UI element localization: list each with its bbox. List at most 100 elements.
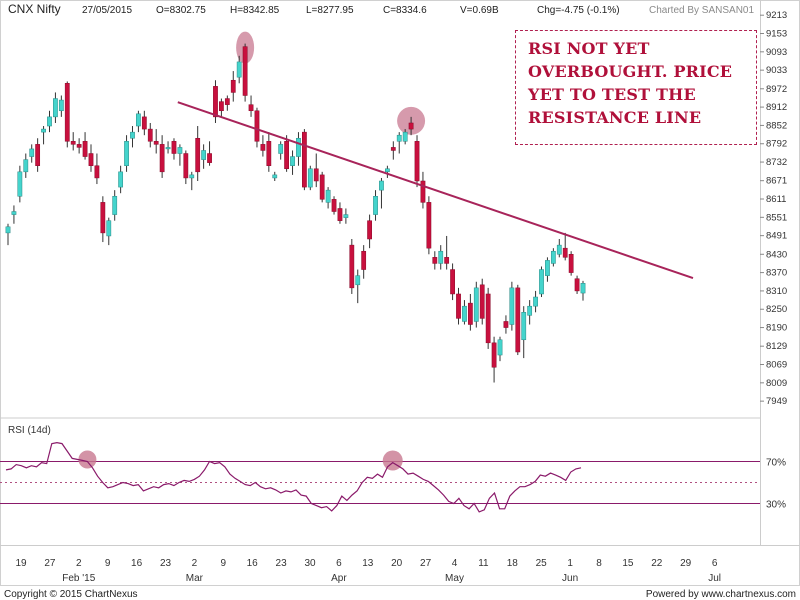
candle-down bbox=[64, 83, 70, 142]
x-tick-label: 23 bbox=[160, 558, 172, 569]
candle-down bbox=[313, 168, 319, 182]
header-high: H=8342.85 bbox=[230, 5, 280, 16]
candle-up bbox=[177, 147, 183, 154]
candle-down bbox=[390, 147, 396, 151]
x-tick-label: 6 bbox=[712, 558, 718, 569]
x-tick-label: 25 bbox=[536, 558, 548, 569]
header-close: C=8334.6 bbox=[383, 5, 427, 16]
candle-down bbox=[450, 269, 455, 295]
candle-up bbox=[556, 244, 562, 255]
y-tick-label: 8611 bbox=[766, 194, 786, 205]
candle-up bbox=[290, 156, 295, 166]
x-month-label: Jun bbox=[562, 573, 578, 584]
candle-up bbox=[29, 148, 35, 157]
rsi-highlight-marker bbox=[78, 450, 97, 469]
candle-down bbox=[432, 257, 438, 264]
y-tick-label: 9213 bbox=[766, 10, 787, 21]
x-tick-label: 2 bbox=[76, 558, 82, 569]
candle-down bbox=[456, 293, 461, 319]
candle-down bbox=[242, 46, 248, 96]
rsi-tick-label: 70% bbox=[766, 458, 786, 469]
candle-up bbox=[509, 287, 515, 325]
candle-down bbox=[35, 144, 41, 166]
candle-up bbox=[539, 269, 544, 295]
candle-down bbox=[503, 321, 509, 328]
annotation-line: RSI NOT YET bbox=[528, 39, 650, 58]
x-tick-label: 6 bbox=[336, 558, 342, 569]
candle-up bbox=[550, 250, 556, 264]
candle-down bbox=[183, 153, 189, 179]
candle-up bbox=[521, 312, 527, 341]
candle-down bbox=[82, 141, 88, 157]
x-tick-label: 20 bbox=[391, 558, 403, 569]
candle-up bbox=[355, 275, 361, 286]
candle-up bbox=[438, 250, 444, 264]
candle-up bbox=[236, 61, 242, 78]
annotation-line: OVERBOUGHT. PRICE bbox=[528, 62, 733, 81]
header-symbol: CNX Nifty bbox=[8, 2, 61, 16]
candle-down bbox=[100, 202, 106, 234]
candle-down bbox=[331, 199, 337, 212]
x-tick-label: 29 bbox=[680, 558, 692, 569]
x-month-label: May bbox=[445, 573, 464, 584]
y-tick-label: 8129 bbox=[766, 341, 787, 352]
candle-down bbox=[319, 174, 325, 200]
candle-down bbox=[284, 141, 289, 170]
candle-down bbox=[491, 342, 497, 368]
header-date: 27/05/2015 bbox=[82, 5, 132, 16]
candle-down bbox=[266, 141, 272, 166]
candle-down bbox=[361, 250, 367, 270]
candle-down bbox=[88, 153, 94, 166]
y-tick-label: 9033 bbox=[766, 65, 787, 76]
candle-down bbox=[153, 141, 159, 145]
candle-down bbox=[515, 287, 521, 353]
candle-down bbox=[254, 110, 260, 142]
x-tick-label: 27 bbox=[420, 558, 432, 569]
y-tick-label: 8491 bbox=[766, 231, 787, 242]
candle-down bbox=[367, 220, 372, 240]
candle-up bbox=[497, 339, 503, 356]
candle-down bbox=[230, 79, 236, 93]
y-tick-label: 8370 bbox=[766, 268, 787, 279]
candle-up bbox=[373, 196, 378, 215]
candle-down bbox=[195, 137, 201, 173]
y-tick-label: 8551 bbox=[766, 212, 787, 223]
candle-up bbox=[5, 226, 11, 234]
candle-up bbox=[201, 150, 207, 160]
y-tick-label: 8430 bbox=[766, 249, 787, 260]
x-tick-label: 19 bbox=[15, 558, 27, 569]
y-tick-label: 8912 bbox=[766, 102, 787, 113]
y-tick-label: 9153 bbox=[766, 29, 787, 40]
x-tick-label: 16 bbox=[131, 558, 143, 569]
y-tick-label: 8009 bbox=[766, 378, 787, 389]
candle-down bbox=[337, 208, 343, 221]
y-tick-label: 8069 bbox=[766, 360, 787, 371]
rsi-tick-label: 30% bbox=[766, 500, 786, 511]
y-tick-label: 8310 bbox=[766, 286, 787, 297]
candle-down bbox=[479, 284, 485, 319]
candle-up bbox=[53, 98, 58, 118]
header-change: Chg=-4.75 (-0.1%) bbox=[537, 5, 620, 16]
x-tick-label: 13 bbox=[362, 558, 374, 569]
candle-down bbox=[207, 153, 212, 163]
candle-up bbox=[545, 260, 550, 276]
candle-up bbox=[325, 189, 331, 203]
candle-up bbox=[527, 305, 533, 316]
header-charted-by: Charted By SANSAN01 bbox=[649, 5, 754, 16]
candle-down bbox=[467, 302, 473, 325]
candle-down bbox=[414, 141, 420, 182]
x-tick-label: 11 bbox=[478, 558, 489, 569]
candle-up bbox=[384, 168, 390, 173]
candle-up bbox=[379, 180, 384, 191]
candle-down bbox=[349, 244, 355, 289]
y-tick-label: 9093 bbox=[766, 47, 787, 58]
header-open: O=8302.75 bbox=[156, 5, 206, 16]
x-month-label: Mar bbox=[186, 573, 204, 584]
annotation-line: YET TO TEST THE bbox=[528, 85, 696, 104]
candle-down bbox=[159, 144, 165, 173]
candle-up bbox=[272, 174, 278, 179]
x-tick-label: 23 bbox=[276, 558, 288, 569]
annotation-line: RESISTANCE LINE bbox=[528, 108, 702, 127]
candle-up bbox=[473, 287, 479, 322]
